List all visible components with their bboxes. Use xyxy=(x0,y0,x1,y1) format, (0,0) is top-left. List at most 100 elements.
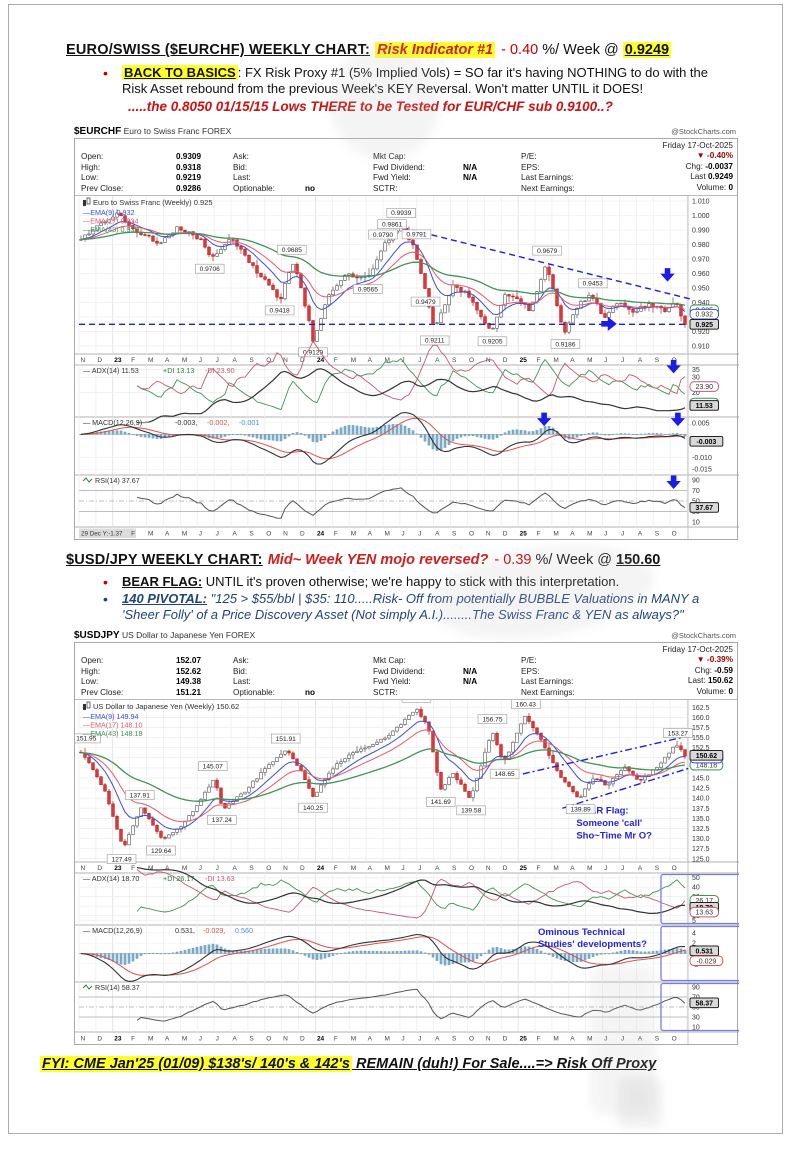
svg-text:1.000: 1.000 xyxy=(692,213,710,220)
svg-text:0.9205: 0.9205 xyxy=(482,339,503,346)
quote-value: N/A xyxy=(463,162,478,172)
svg-text:J: J xyxy=(621,357,624,364)
svg-text:S: S xyxy=(452,865,457,872)
svg-text:23.90: 23.90 xyxy=(695,384,713,391)
svg-text:D: D xyxy=(97,357,102,364)
svg-text:0.9129: 0.9129 xyxy=(303,350,324,357)
svg-text:F: F xyxy=(334,1036,338,1043)
quote-label: Last: xyxy=(233,677,251,687)
svg-text:—EMA(9) 149.94: —EMA(9) 149.94 xyxy=(83,712,139,721)
svg-text:S: S xyxy=(655,357,660,364)
svg-text:S: S xyxy=(249,1036,254,1043)
svg-text:1.010: 1.010 xyxy=(692,199,710,206)
usdjpy-stockchart: $USDJPY US Dollar to Japanese Yen FOREX @… xyxy=(74,630,739,1045)
quote-value: 0.9318 xyxy=(175,162,201,172)
svg-text:145.0: 145.0 xyxy=(692,775,710,782)
svg-text:25: 25 xyxy=(520,531,528,538)
svg-text:D: D xyxy=(503,865,508,872)
svg-text:-0.029,: -0.029, xyxy=(203,926,225,935)
svg-text:M: M xyxy=(385,531,390,538)
svg-text:M: M xyxy=(351,1036,356,1043)
svg-text:N: N xyxy=(486,531,491,538)
svg-text:155.0: 155.0 xyxy=(692,735,710,742)
svg-text:58.37: 58.37 xyxy=(695,1000,713,1007)
section1-title: EURO/SWISS ($EURCHF) WEEKLY CHART: xyxy=(66,42,371,58)
chart-source: @StockCharts.com xyxy=(671,631,736,640)
chart-source: @StockCharts.com xyxy=(671,127,736,136)
quote-value: 151.21 xyxy=(175,687,201,697)
svg-text:0.940: 0.940 xyxy=(692,300,710,307)
svg-text:-0.001: -0.001 xyxy=(239,418,259,427)
section1-bullet-text: : FX Risk Proxy #1 (5% Implied Vols) = S… xyxy=(122,65,709,96)
section2-header: $USD/JPY WEEKLY CHART: Mid~ Week YEN mojo… xyxy=(66,552,736,568)
svg-text:M: M xyxy=(587,357,592,364)
svg-text:S: S xyxy=(249,531,254,538)
svg-text:O: O xyxy=(469,1036,474,1043)
svg-text:M: M xyxy=(553,1036,558,1043)
quote-label: Prev Close: xyxy=(81,183,124,193)
svg-text:RSI(14) 58.37: RSI(14) 58.37 xyxy=(95,983,140,992)
svg-text:10: 10 xyxy=(692,1025,700,1032)
quote-label: Fwd Yield: xyxy=(373,677,411,687)
chart-frame: Open: 0.9309 High: 0.9318 Low: 0.9219 Prev Clo… xyxy=(74,138,739,540)
svg-text:J: J xyxy=(401,531,404,538)
svg-text:D: D xyxy=(300,531,305,538)
quote-label: Mkt Cap: xyxy=(373,656,406,665)
svg-text:140.0: 140.0 xyxy=(692,796,710,803)
svg-text:50: 50 xyxy=(692,499,700,506)
section2-price: 150.60 xyxy=(616,552,661,568)
svg-text:13.63: 13.63 xyxy=(695,910,713,917)
quote-label: Bid: xyxy=(233,666,248,676)
svg-text:A: A xyxy=(368,865,373,872)
svg-text:F: F xyxy=(537,357,541,364)
svg-text:F: F xyxy=(131,1036,135,1043)
svg-text:A: A xyxy=(435,357,440,364)
bullet-dot: • xyxy=(103,65,108,81)
svg-text:M: M xyxy=(148,357,153,364)
svg-text:M: M xyxy=(587,1036,592,1043)
svg-text:—EMA(17) 148.10: —EMA(17) 148.10 xyxy=(83,721,143,730)
svg-text:50: 50 xyxy=(692,875,700,882)
svg-text:BEAR Flag:: BEAR Flag: xyxy=(576,806,628,817)
svg-text:152.5: 152.5 xyxy=(692,745,710,752)
svg-text:0.531: 0.531 xyxy=(695,948,713,955)
svg-text:162.5: 162.5 xyxy=(692,705,710,712)
watermark xyxy=(618,1078,662,1128)
svg-text:S: S xyxy=(452,531,457,538)
svg-text:+DI 26.17: +DI 26.17 xyxy=(163,874,194,883)
svg-text:A: A xyxy=(638,531,643,538)
quote-label: P/E: xyxy=(521,152,537,161)
svg-text:0.910: 0.910 xyxy=(692,344,710,351)
quote-label: SCTR: xyxy=(373,687,398,697)
svg-text:D: D xyxy=(300,1036,305,1043)
quote-label: Bid: xyxy=(233,162,248,172)
svg-text:0.9565: 0.9565 xyxy=(358,286,379,293)
svg-text:O: O xyxy=(266,1036,271,1043)
svg-text:M: M xyxy=(148,865,153,872)
quote-value: no xyxy=(305,183,316,193)
svg-text:J: J xyxy=(216,357,219,364)
svg-text:J: J xyxy=(621,531,624,538)
quote-value: 0.9219 xyxy=(175,173,201,183)
svg-text:S: S xyxy=(452,1036,457,1043)
svg-text:N: N xyxy=(283,531,288,538)
svg-text:D: D xyxy=(300,357,305,364)
section1-unit: %/ Week @ xyxy=(542,42,619,58)
svg-text:F: F xyxy=(131,531,135,538)
svg-text:O: O xyxy=(672,531,677,538)
svg-text:M: M xyxy=(148,1036,153,1043)
svg-text:0.9211: 0.9211 xyxy=(425,338,445,345)
svg-text:N: N xyxy=(81,357,86,364)
svg-text:O: O xyxy=(469,357,474,364)
bullet-dot: • xyxy=(103,591,108,607)
svg-text:0.9791: 0.9791 xyxy=(406,232,427,239)
svg-text:J: J xyxy=(216,865,219,872)
svg-text:+DI 13.13: +DI 13.13 xyxy=(163,366,194,375)
svg-text:0.9679: 0.9679 xyxy=(537,248,558,255)
svg-text:— MACD(12,26,9): — MACD(12,26,9) xyxy=(83,418,142,427)
svg-text:25: 25 xyxy=(520,1036,528,1043)
quote-value: 152.62 xyxy=(175,666,201,676)
quote-value: no xyxy=(305,687,316,697)
svg-text:A: A xyxy=(638,865,643,872)
svg-text:-0.015: -0.015 xyxy=(692,467,712,474)
